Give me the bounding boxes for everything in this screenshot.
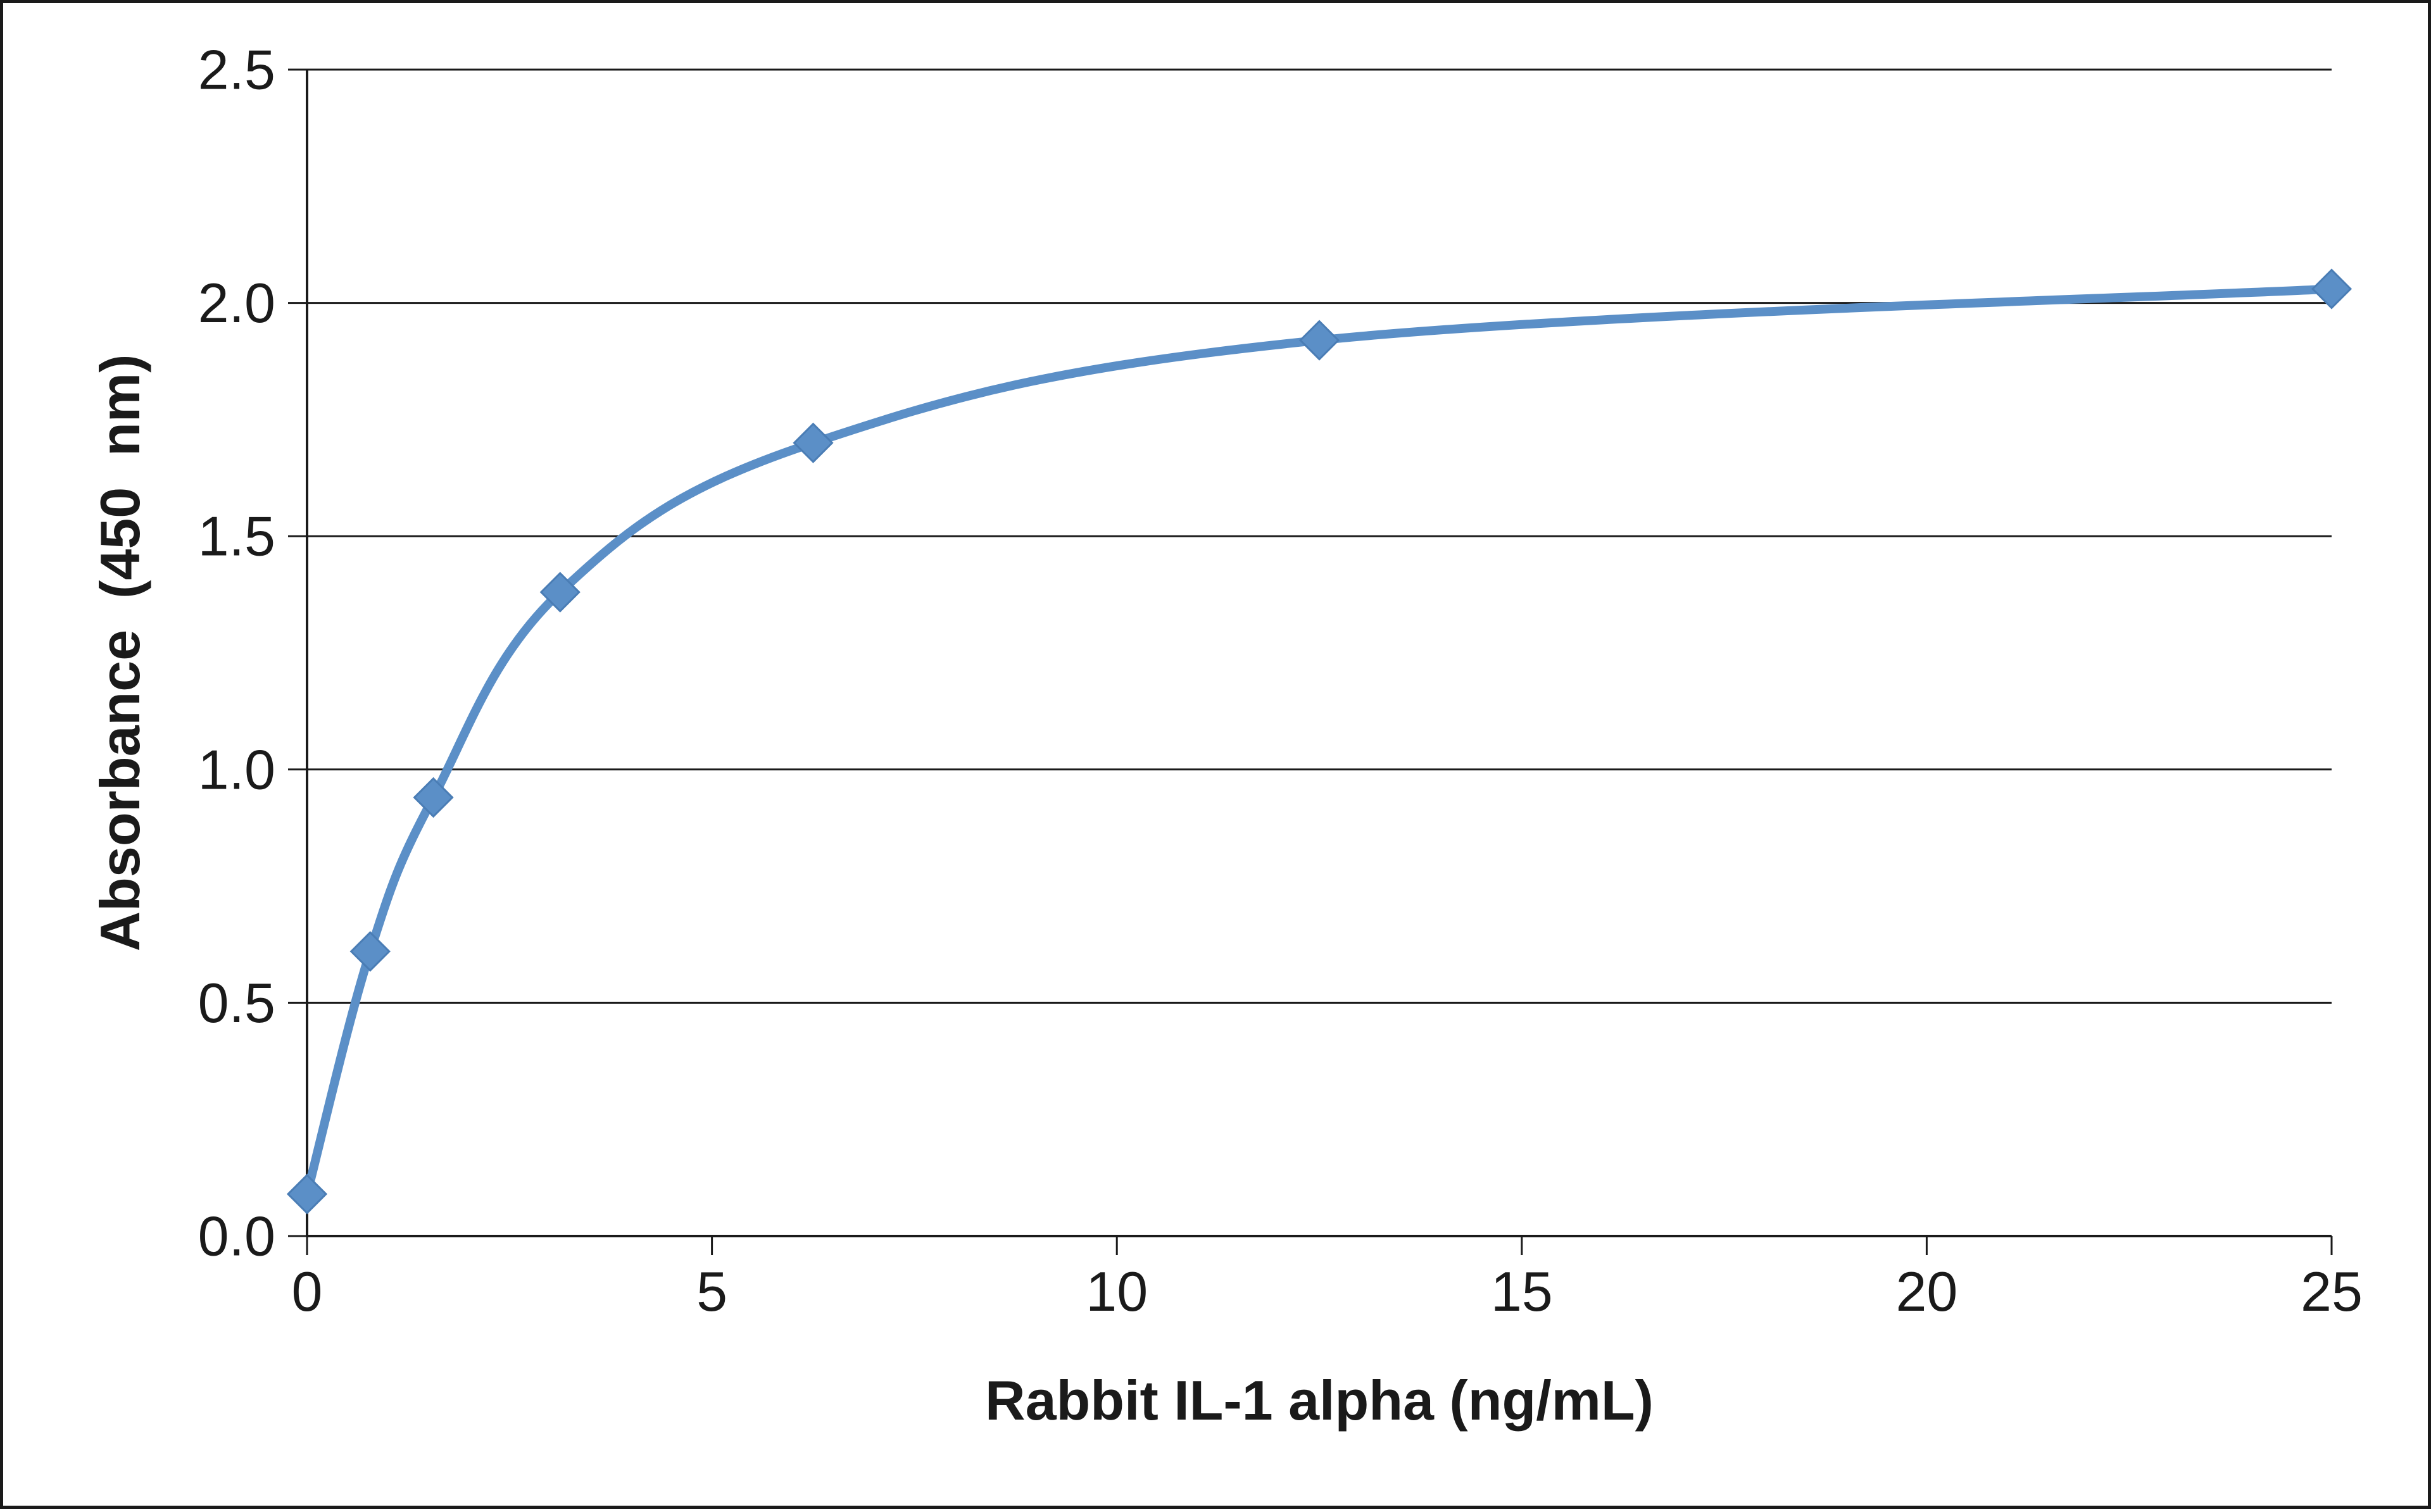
data-point-marker (413, 777, 454, 818)
y-axis-title: Absorbance (450 nm) (89, 354, 151, 952)
y-tick-label: 0.5 (198, 972, 275, 1034)
y-tick-label: 2.5 (198, 39, 275, 101)
chart-svg: 0.0 0.5 1.0 1.5 2.0 2.5 0 5 10 15 20 25 Rabbit IL-1… (89, 39, 2363, 1432)
x-tick-label: 20 (1895, 1260, 1957, 1323)
x-tick-label: 5 (696, 1260, 727, 1323)
series-line (303, 284, 2336, 1199)
data-point-marker (539, 572, 581, 613)
data-point-marker (1298, 320, 1340, 361)
y-tick-label: 1.0 (198, 738, 275, 801)
y-tick-label: 1.5 (198, 505, 275, 568)
data-point-marker (793, 422, 834, 463)
y-tick-label: 2.0 (198, 272, 275, 334)
data-point-marker (2311, 268, 2352, 309)
x-axis-title: Rabbit IL-1 alpha (ng/mL) (985, 1369, 1654, 1432)
x-tick-label: 0 (292, 1260, 323, 1323)
axes (288, 68, 2333, 1255)
gridlines (307, 68, 2332, 1004)
tick-labels: 0.0 0.5 1.0 1.5 2.0 2.5 0 5 10 15 20 25 (198, 39, 2363, 1323)
data-point-marker (349, 931, 391, 972)
x-tick-label: 25 (2301, 1260, 2363, 1323)
x-tick-label: 15 (1491, 1260, 1553, 1323)
y-tick-label: 0.0 (198, 1205, 275, 1268)
data-series (286, 268, 2352, 1215)
x-tick-label: 10 (1086, 1260, 1148, 1323)
data-point-marker (286, 1173, 328, 1215)
